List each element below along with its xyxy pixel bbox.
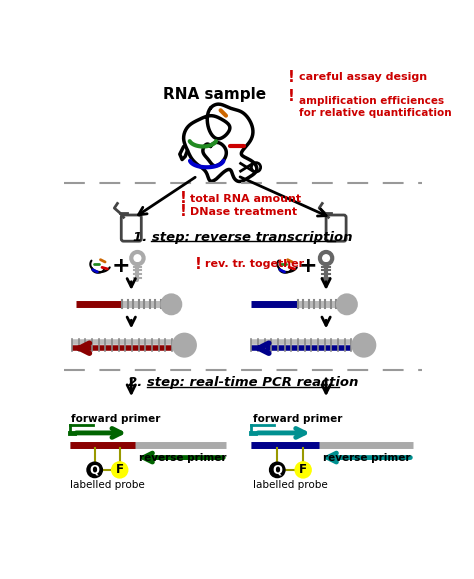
Text: amplification efficiences
for relative quantification: amplification efficiences for relative q… — [299, 97, 452, 118]
FancyBboxPatch shape — [326, 215, 346, 241]
Text: !: ! — [288, 69, 294, 85]
Text: total RNA amount: total RNA amount — [190, 194, 301, 204]
Circle shape — [353, 334, 374, 356]
Text: forward primer: forward primer — [253, 414, 342, 424]
Text: !: ! — [180, 204, 187, 219]
Text: 2. step: real-time PCR reaction: 2. step: real-time PCR reaction — [128, 376, 358, 389]
Circle shape — [173, 334, 195, 356]
Circle shape — [295, 462, 311, 478]
Text: F: F — [116, 463, 124, 477]
Text: forward primer: forward primer — [71, 414, 161, 424]
Text: F: F — [299, 463, 307, 477]
Text: labelled probe: labelled probe — [70, 480, 145, 490]
Circle shape — [162, 295, 181, 314]
Circle shape — [112, 462, 128, 478]
Text: RNA sample: RNA sample — [163, 87, 266, 102]
Text: 1. step: reverse transcription: 1. step: reverse transcription — [133, 231, 353, 244]
Text: !: ! — [180, 191, 187, 206]
Text: careful assay design: careful assay design — [299, 72, 427, 82]
Circle shape — [87, 462, 102, 478]
Text: !: ! — [288, 89, 294, 104]
Circle shape — [270, 462, 285, 478]
Text: reverse primer: reverse primer — [139, 453, 227, 463]
Text: !: ! — [195, 257, 202, 272]
Text: Q: Q — [272, 463, 282, 477]
Circle shape — [337, 295, 356, 314]
Text: rev. tr. together: rev. tr. together — [205, 259, 304, 269]
FancyBboxPatch shape — [121, 215, 141, 241]
Text: reverse primer: reverse primer — [323, 453, 410, 463]
Text: Q: Q — [90, 463, 100, 477]
Text: +: + — [111, 256, 130, 276]
Text: +: + — [299, 256, 318, 276]
Text: labelled probe: labelled probe — [253, 480, 328, 490]
Text: DNase treatment: DNase treatment — [190, 207, 297, 217]
